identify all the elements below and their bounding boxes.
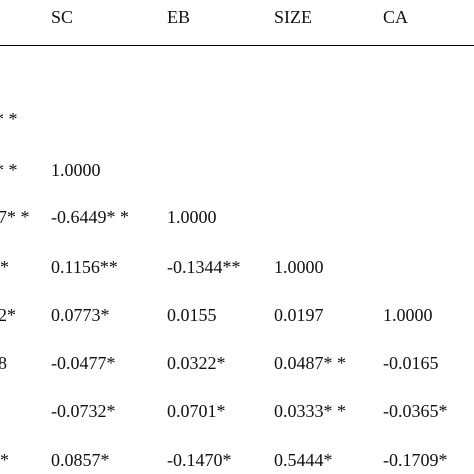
- row-7-ca: -0.1709*: [383, 450, 448, 470]
- header-eb: EB: [167, 7, 191, 27]
- row-5-sc: -0.0477*: [51, 353, 116, 373]
- row-1-left-fragment: * *: [0, 160, 18, 180]
- row-5-size: 0.0487* *: [274, 353, 346, 373]
- header-sc: SC: [51, 7, 74, 27]
- row-3-eb: -0.1344**: [167, 257, 241, 277]
- row-0-left-fragment: * *: [0, 109, 18, 129]
- row-6-sc: -0.0732*: [51, 401, 116, 421]
- row-3-left-fragment: *: [0, 257, 9, 277]
- row-4-size: 0.0197: [274, 305, 324, 325]
- row-4-ca: 1.0000: [383, 305, 433, 325]
- row-1-sc: 1.0000: [51, 160, 101, 180]
- row-7-eb: -0.1470*: [167, 450, 232, 470]
- row-2-left-fragment: 7* *: [0, 207, 30, 227]
- row-4-eb: 0.0155: [167, 305, 217, 325]
- row-7-left-fragment: *: [0, 450, 9, 470]
- row-3-sc: 0.1156**: [51, 257, 118, 277]
- header-size: SIZE: [274, 7, 312, 27]
- row-4-sc: 0.0773*: [51, 305, 110, 325]
- row-7-sc: 0.0857*: [51, 450, 110, 470]
- row-6-size: 0.0333* *: [274, 401, 346, 421]
- row-6-eb: 0.0701*: [167, 401, 226, 421]
- row-2-eb: 1.0000: [167, 207, 217, 227]
- row-5-ca: -0.0165: [383, 353, 439, 373]
- row-3-size: 1.0000: [274, 257, 324, 277]
- row-5-left-fragment: 8: [0, 353, 7, 373]
- header-rule: [0, 45, 474, 46]
- row-7-size: 0.5444*: [274, 450, 333, 470]
- row-6-ca: -0.0365*: [383, 401, 448, 421]
- row-2-sc: -0.6449* *: [51, 207, 129, 227]
- header-ca: CA: [383, 7, 409, 27]
- row-5-eb: 0.0322*: [167, 353, 226, 373]
- row-4-left-fragment: 2*: [0, 305, 16, 325]
